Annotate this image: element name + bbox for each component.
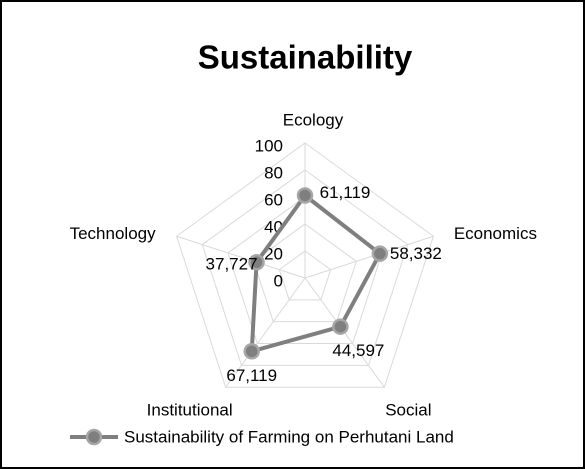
category-label: Technology <box>70 224 157 243</box>
data-point <box>332 318 349 335</box>
category-label: Ecology <box>283 110 344 129</box>
y-tick-label: 60 <box>264 190 283 209</box>
y-tick-label: 100 <box>255 136 283 155</box>
legend-marker <box>85 428 103 446</box>
data-point <box>371 245 389 262</box>
data-point <box>248 254 265 271</box>
y-tick-label: 0 <box>274 271 283 290</box>
data-label: 58,332 <box>390 244 442 263</box>
spoke <box>304 235 434 279</box>
category-label: Institutional <box>147 401 233 420</box>
legend-label: Sustainability of Farming on Perhutani L… <box>124 427 454 446</box>
data-label: 67,119 <box>226 366 277 385</box>
category-label: Social <box>385 401 431 420</box>
grid-line <box>201 169 409 366</box>
spoke <box>176 235 306 279</box>
category-label: Economics <box>454 224 537 243</box>
spoke <box>225 277 306 388</box>
data-point <box>296 187 314 204</box>
data-label: 37,727 <box>206 255 258 274</box>
y-tick-label: 80 <box>264 163 283 182</box>
data-label: 44,597 <box>332 341 384 360</box>
y-tick-label: 20 <box>264 244 283 263</box>
data-point <box>243 343 260 360</box>
data-label: 61,119 <box>320 183 371 202</box>
grid-line <box>278 250 332 301</box>
grid-line <box>176 142 434 388</box>
series-line <box>249 193 382 354</box>
chart-title: Sustainability <box>198 39 413 76</box>
